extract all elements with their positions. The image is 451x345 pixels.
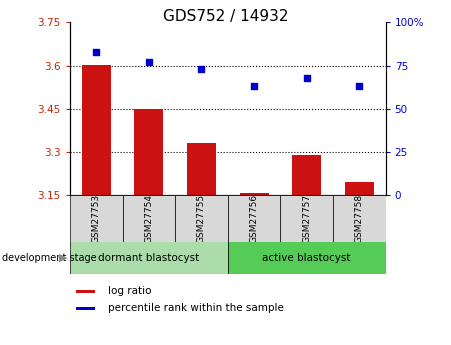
Bar — [292, 155, 321, 195]
Bar — [228, 241, 386, 274]
Bar — [333, 195, 386, 242]
Text: dormant blastocyst: dormant blastocyst — [98, 253, 199, 263]
Text: GDS752 / 14932: GDS752 / 14932 — [163, 9, 288, 23]
Text: active blastocyst: active blastocyst — [262, 253, 351, 263]
Bar — [70, 195, 123, 242]
Bar — [123, 195, 175, 242]
Point — [92, 49, 100, 55]
Bar — [281, 195, 333, 242]
Bar — [134, 109, 163, 195]
Text: GSM27756: GSM27756 — [249, 194, 258, 243]
Text: GSM27755: GSM27755 — [197, 194, 206, 243]
Text: ▶: ▶ — [59, 253, 67, 263]
Bar — [228, 195, 281, 242]
Text: GSM27757: GSM27757 — [302, 194, 311, 243]
Bar — [76, 290, 95, 294]
Bar — [76, 307, 95, 310]
Bar — [187, 143, 216, 195]
Bar — [70, 241, 228, 274]
Text: GSM27754: GSM27754 — [144, 194, 153, 243]
Point — [356, 83, 363, 89]
Bar — [345, 182, 374, 195]
Text: GSM27758: GSM27758 — [355, 194, 364, 243]
Bar — [239, 193, 268, 195]
Point — [145, 59, 152, 65]
Point — [250, 83, 258, 89]
Point — [198, 66, 205, 72]
Text: log ratio: log ratio — [108, 286, 151, 296]
Text: GSM27753: GSM27753 — [92, 194, 101, 243]
Text: percentile rank within the sample: percentile rank within the sample — [108, 303, 284, 313]
Bar — [175, 195, 228, 242]
Text: development stage: development stage — [2, 253, 97, 263]
Bar — [82, 65, 110, 195]
Point — [303, 75, 310, 80]
